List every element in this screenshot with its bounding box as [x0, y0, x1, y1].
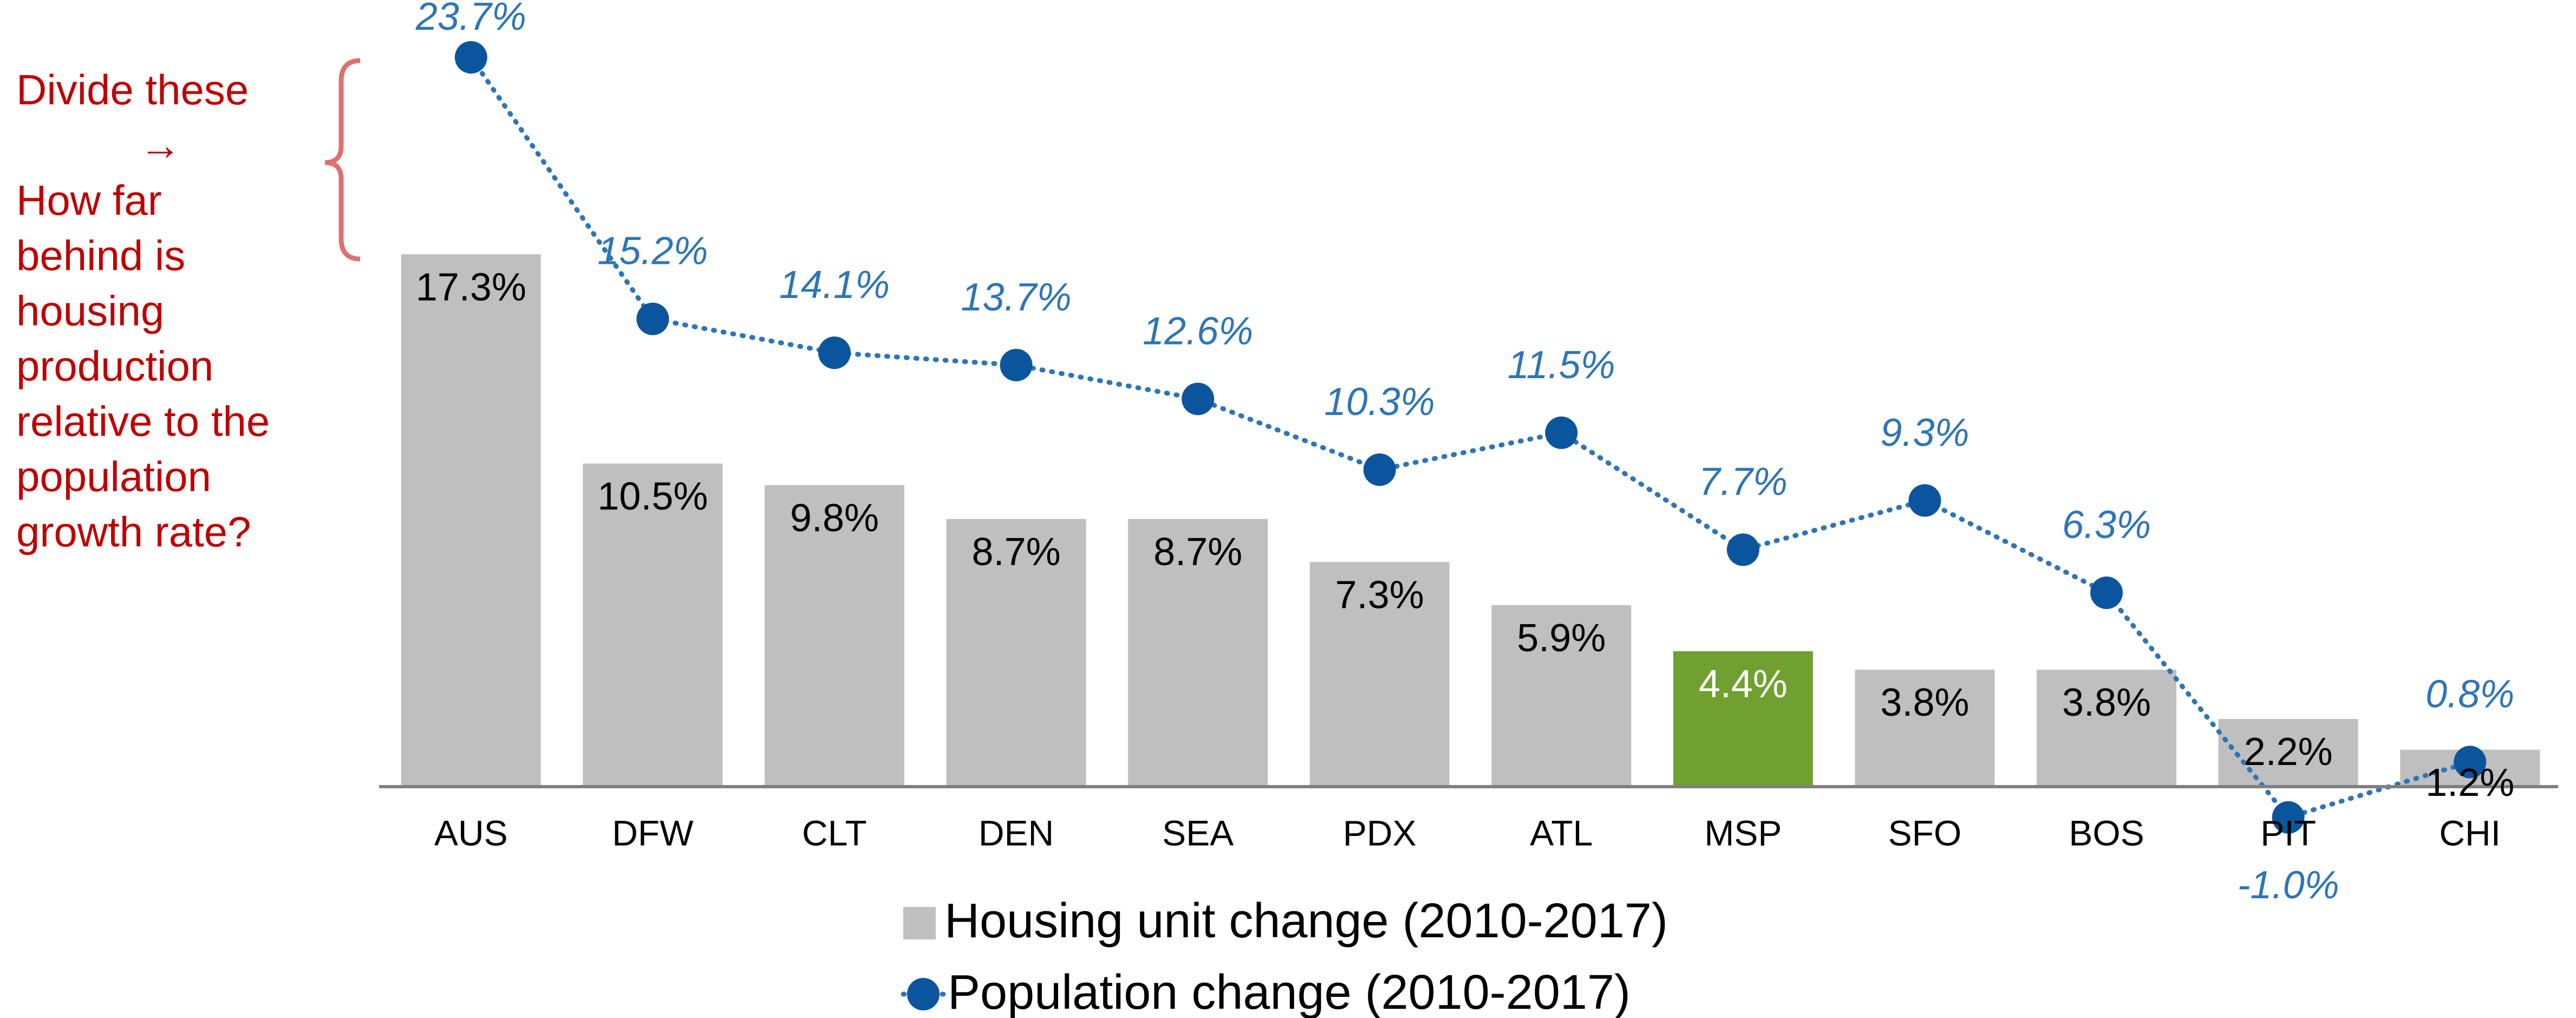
bar	[1491, 605, 1632, 787]
x-tick-label: DEN	[979, 813, 1054, 853]
line-point	[1908, 484, 1941, 517]
line-value-label: 23.7%	[415, 0, 526, 38]
bar-value-label: 3.8%	[1880, 681, 1969, 724]
annotation-text: How far	[16, 177, 162, 224]
line-point	[2454, 745, 2487, 779]
annotation-text: behind is	[16, 232, 185, 280]
bar-value-label: 5.9%	[1517, 617, 1606, 660]
line-value-label: 12.6%	[1143, 309, 1253, 353]
bar	[1128, 518, 1268, 787]
bar-value-label: 7.3%	[1335, 573, 1424, 617]
annotation-text: →	[139, 121, 181, 169]
annotation-text: housing	[16, 287, 164, 335]
line-value-label: 14.1%	[779, 263, 890, 307]
bar-value-label: 3.8%	[2062, 681, 2151, 724]
line-point	[1000, 348, 1033, 381]
bar	[2037, 670, 2177, 787]
annotation-text: growth rate?	[16, 508, 251, 556]
bar-value-label: 8.7%	[1153, 530, 1242, 574]
annotation-brace	[324, 58, 361, 262]
x-tick-label: PIT	[2260, 813, 2316, 853]
bar	[1855, 670, 1995, 787]
bar-value-label: 10.5%	[597, 475, 708, 518]
annotation-text: production	[16, 342, 213, 390]
line-value-label: 0.8%	[2425, 673, 2514, 716]
line-point	[818, 336, 851, 369]
line-point	[454, 41, 487, 74]
bar-value-label: 9.8%	[790, 496, 879, 540]
x-tick-label: BOS	[2069, 813, 2144, 853]
line-value-label: 6.3%	[2062, 503, 2151, 547]
bar	[583, 463, 723, 787]
line-value-label: 9.3%	[1880, 411, 1969, 455]
bar	[946, 518, 1086, 787]
line-point	[2272, 801, 2305, 834]
x-tick-label: MSP	[1704, 813, 1782, 853]
x-tick-label: SFO	[1888, 813, 1962, 853]
x-tick-label: CLT	[802, 813, 867, 853]
line-value-label: 11.5%	[1508, 343, 1615, 387]
line-point	[636, 302, 669, 335]
line-point	[1363, 453, 1396, 486]
legend-label: Housing unit change (2010-2017)	[944, 894, 1668, 948]
line-point	[2090, 576, 2123, 609]
x-tick-label: DFW	[612, 813, 694, 853]
bar-value-label: 4.4%	[1699, 663, 1788, 706]
legend-swatch	[903, 907, 936, 939]
bar-value-label: 8.7%	[971, 530, 1060, 574]
line	[468, 55, 2473, 820]
x-tick-label: PDX	[1343, 813, 1417, 853]
bar	[1309, 562, 1450, 787]
line-value-label: 13.7%	[961, 276, 1071, 319]
bar-value-label: 17.3%	[416, 265, 526, 309]
bar	[2218, 719, 2358, 787]
annotation-text: relative to the	[16, 398, 270, 445]
line-value-label: -1.0%	[2238, 864, 2339, 907]
line-value-label: 10.3%	[1325, 380, 1435, 424]
bar-value-label: 2.2%	[2244, 730, 2333, 774]
line-value-label: 7.7%	[1699, 461, 1788, 504]
legend-label: Population change (2010-2017)	[948, 965, 1631, 1018]
line-value-label: 15.2%	[597, 230, 708, 273]
legend-marker	[907, 978, 940, 1010]
x-tick-label: CHI	[2439, 813, 2501, 853]
bar	[401, 254, 541, 787]
annotation-text: Divide these	[16, 66, 249, 114]
line-point	[1182, 382, 1215, 416]
bar	[764, 485, 904, 787]
annotation-text: population	[16, 453, 211, 501]
x-tick-label: AUS	[434, 813, 508, 853]
x-tick-label: ATL	[1530, 813, 1593, 853]
bar	[1673, 651, 1813, 787]
line-point	[1726, 533, 1759, 566]
x-tick-label: SEA	[1162, 813, 1234, 853]
bar-value-label: 1.2%	[2425, 761, 2514, 805]
line-point	[1545, 416, 1578, 449]
